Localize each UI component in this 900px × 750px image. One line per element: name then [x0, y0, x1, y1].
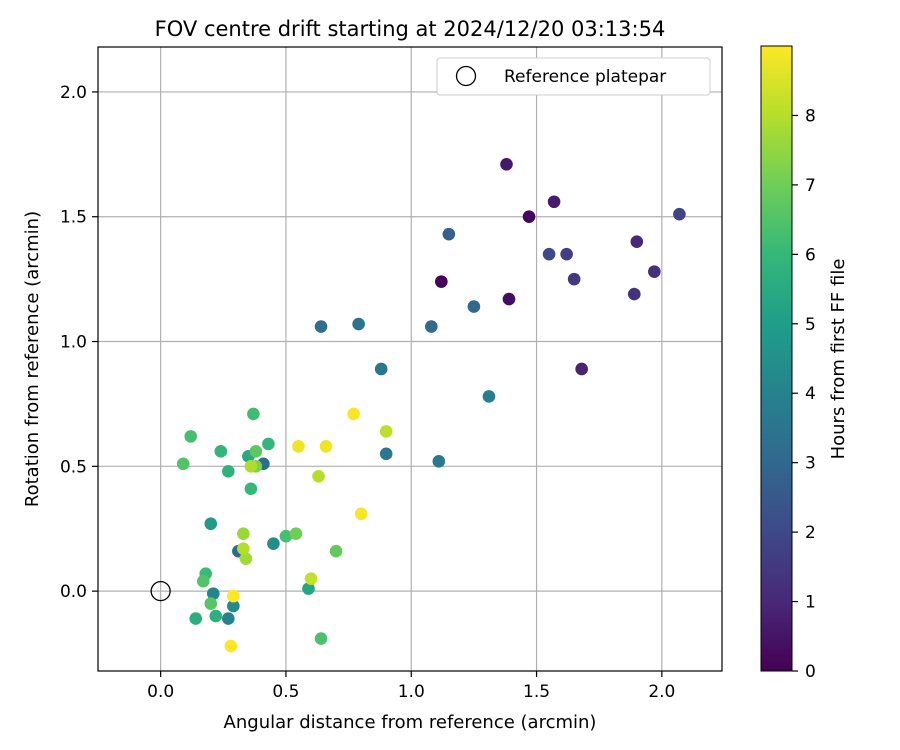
legend-box: [436, 57, 711, 96]
data-point: [500, 158, 513, 171]
colorbar-tick-label: 5: [805, 315, 816, 335]
colorbar-tick-label: 1: [805, 593, 816, 613]
data-point: [302, 582, 315, 595]
data-point: [673, 207, 686, 221]
data-point: [184, 430, 198, 443]
legend-label: Reference platepar: [504, 67, 666, 87]
data-point: [244, 460, 258, 473]
data-point: [249, 445, 263, 458]
data-point: [542, 247, 556, 261]
data-point: [304, 572, 318, 585]
data-point: [482, 390, 496, 403]
data-point: [209, 609, 223, 623]
data-point: [262, 437, 275, 451]
reference-marker: [150, 580, 171, 602]
data-point: [204, 597, 218, 610]
data-point: [575, 362, 588, 376]
y-axis: 0.0 0.5 1.0 1.5 2.0: [60, 83, 98, 602]
reference-point: [150, 580, 171, 602]
y-tick-label: 1.5: [60, 208, 87, 228]
data-point: [206, 587, 220, 600]
data-point: [329, 544, 343, 558]
legend: Reference platepar: [436, 57, 711, 96]
y-tick-label: 1.0: [60, 333, 87, 353]
x-axis: 0.0 0.5 1.0 1.5 2.0: [147, 671, 675, 702]
x-tick-label: 0.5: [272, 682, 299, 702]
data-point: [247, 407, 260, 421]
data-point: [432, 455, 446, 468]
data-point: [425, 320, 438, 333]
data-point: [630, 235, 644, 248]
data-point: [289, 527, 303, 541]
plot-frame: [97, 46, 723, 672]
data-point: [547, 195, 561, 209]
data-point: [227, 599, 240, 613]
x-axis-label: Angular distance from reference (arcmin): [224, 712, 597, 733]
colorbar-tick-label: 3: [805, 454, 816, 474]
data-point: [648, 265, 661, 278]
colorbar-tick-label: 8: [805, 106, 816, 126]
colorbar-ticks: 0 1 2 3 4 5 6 7 8: [792, 106, 816, 682]
data-point: [189, 612, 203, 625]
data-point: [292, 440, 305, 453]
data-point: [314, 632, 328, 645]
colorbar-label: Hours from first FF file: [828, 259, 849, 460]
colorbar-tick-label: 7: [805, 176, 816, 196]
data-point: [522, 210, 536, 224]
data-point: [227, 589, 240, 603]
colorbar-tick-label: 0: [805, 662, 816, 682]
x-tick-label: 1.5: [523, 682, 550, 702]
data-point: [379, 447, 393, 461]
chart-title: FOV centre drift starting at 2024/12/20 …: [155, 17, 666, 41]
data-point: [314, 320, 328, 333]
data-point: [204, 517, 218, 531]
data-point: [222, 465, 235, 478]
data-point: [176, 457, 190, 471]
data-point: [374, 362, 388, 376]
data-points: [176, 158, 686, 653]
data-point: [224, 639, 238, 653]
colorbar-gradient: [760, 45, 793, 672]
data-point: [312, 470, 325, 483]
data-point: [352, 317, 365, 331]
data-point: [279, 529, 293, 543]
data-point: [319, 440, 333, 453]
colorbar-tick-label: 4: [805, 384, 816, 404]
data-point: [239, 552, 253, 565]
data-point: [222, 612, 235, 625]
data-point: [502, 292, 516, 306]
y-tick-label: 0.0: [60, 582, 87, 602]
x-tick-label: 0.0: [147, 682, 174, 702]
data-point: [214, 445, 228, 458]
colorbar-tick-label: 6: [805, 245, 816, 265]
data-point: [379, 425, 393, 438]
legend-marker: [455, 65, 477, 87]
data-point: [267, 537, 280, 551]
data-point: [237, 542, 250, 555]
data-point: [442, 227, 456, 241]
data-point: [237, 527, 250, 541]
x-tick-label: 1.0: [398, 682, 425, 702]
data-point: [196, 574, 210, 588]
y-axis-label: Rotation from reference (arcmin): [22, 211, 43, 507]
data-point: [560, 247, 573, 261]
colorbar-tick-label: 2: [805, 523, 816, 543]
x-tick-label: 2.0: [648, 682, 675, 702]
y-tick-label: 2.0: [60, 83, 87, 103]
data-point: [567, 272, 581, 286]
data-point: [354, 507, 368, 521]
data-point: [244, 482, 258, 496]
y-tick-label: 0.5: [60, 457, 87, 477]
data-point: [347, 407, 360, 421]
colorbar: 0 1 2 3 4 5 6 7 8 Hours from first FF file: [760, 45, 849, 682]
data-point: [467, 300, 481, 313]
data-point: [627, 287, 641, 301]
data-point: [435, 275, 448, 288]
grid: [98, 47, 722, 671]
